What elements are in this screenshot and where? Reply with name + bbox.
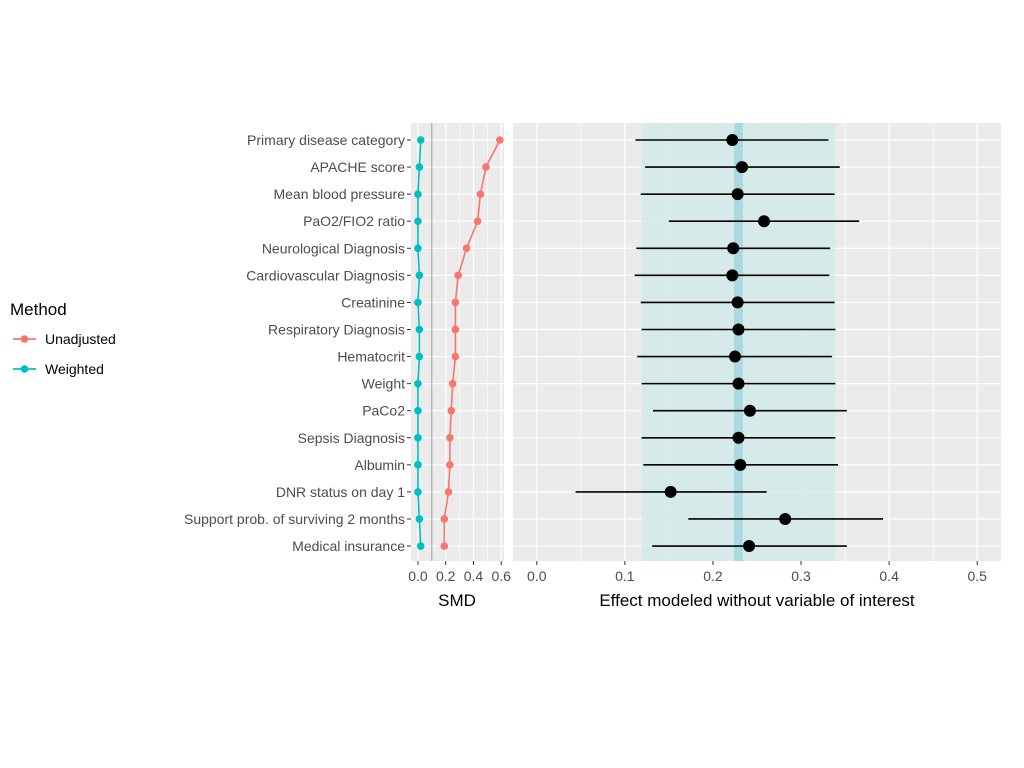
- smd-x-tick-label: 0.2: [436, 568, 456, 584]
- smd-point-unadjusted: [447, 406, 456, 415]
- smd-point-unadjusted: [473, 217, 482, 226]
- effect-estimate-point: [758, 215, 771, 228]
- effect-band-inner: [734, 123, 743, 561]
- smd-point-weighted: [414, 406, 422, 415]
- effect-estimate-point: [728, 350, 741, 363]
- smd-point-weighted: [416, 542, 425, 550]
- smd-point-weighted: [414, 488, 422, 496]
- effect-estimate-point: [743, 540, 756, 553]
- y-tick-label: Sepsis Diagnosis: [298, 430, 405, 446]
- smd-point-unadjusted: [444, 488, 453, 496]
- smd-point-unadjusted: [451, 298, 460, 307]
- smd-point-unadjusted: [496, 136, 504, 144]
- smd-point-unadjusted: [440, 515, 449, 523]
- effect-estimate-point: [731, 188, 744, 201]
- y-tick-label: Albumin: [354, 457, 405, 473]
- smd-series-lines: [417, 139, 501, 547]
- y-tick-label: APACHE score: [310, 159, 405, 175]
- effect-x-axis-ticks: 0.0 0.1 0.2 0.3 0.4 0.5: [527, 561, 987, 584]
- y-tick-label: PaCo2: [362, 403, 405, 419]
- y-tick-label: PaO2/FIO2 ratio: [303, 213, 405, 229]
- legend: Method Unadjusted Weighted: [10, 300, 116, 377]
- smd-x-tick-label: 0.6: [491, 568, 511, 584]
- smd-point-unadjusted: [440, 542, 449, 550]
- y-tick-label: Support prob. of surviving 2 months: [184, 511, 405, 527]
- y-tick-label: Respiratory Diagnosis: [268, 321, 405, 337]
- legend-label-unadjusted: Unadjusted: [45, 331, 116, 347]
- smd-point-unadjusted: [448, 379, 457, 388]
- effect-estimate-point: [734, 458, 747, 471]
- smd-x-tick-label: 0.4: [464, 568, 484, 584]
- smd-point-unadjusted: [454, 271, 462, 280]
- smd-point-weighted: [414, 379, 422, 388]
- smd-x-axis-ticks: 0.0 0.2 0.4 0.6: [408, 561, 511, 584]
- smd-point-unadjusted: [446, 461, 454, 469]
- effect-estimate-point: [726, 134, 739, 146]
- smd-point-weighted: [415, 325, 424, 334]
- legend-item-weighted: Weighted: [13, 361, 104, 377]
- effect-x-tick-label: 0.2: [703, 568, 723, 584]
- smd-line-weighted: [417, 139, 422, 547]
- smd-panel-background: [411, 123, 504, 561]
- smd-point-weighted: [414, 298, 422, 307]
- smd-point-weighted: [414, 217, 422, 226]
- smd-point-weighted: [415, 515, 424, 523]
- y-tick-label: Medical insurance: [292, 538, 405, 554]
- smd-point-weighted: [415, 271, 424, 280]
- smd-point-unadjusted: [446, 433, 454, 442]
- legend-key-point-weighted: [20, 365, 29, 373]
- effect-estimate-point: [664, 485, 677, 498]
- y-axis-ticks: Primary disease category APACHE score Mean…: [184, 132, 411, 554]
- smd-point-weighted: [414, 190, 422, 198]
- effect-estimate-point: [743, 404, 756, 417]
- y-tick-label: Creatinine: [341, 294, 405, 310]
- effect-panel: 0.0 0.1 0.2 0.3 0.4 0.5 Effect modeled withou…: [513, 123, 1001, 610]
- y-tick-label: Weight: [362, 376, 405, 392]
- effect-x-tick-label: 0.3: [791, 568, 811, 584]
- smd-point-weighted: [415, 352, 424, 361]
- smd-point-unadjusted: [462, 244, 471, 253]
- smd-point-unadjusted: [451, 325, 460, 334]
- smd-series-points: [414, 136, 504, 550]
- effect-estimate-point: [727, 242, 740, 255]
- smd-point-weighted: [416, 136, 425, 144]
- y-tick-label: Cardiovascular Diagnosis: [246, 267, 405, 283]
- effect-x-tick-label: 0.4: [879, 568, 899, 584]
- smd-point-unadjusted: [476, 190, 485, 198]
- smd-point-weighted: [415, 163, 424, 171]
- effect-estimate-points: [664, 134, 792, 553]
- smd-point-weighted: [414, 244, 422, 253]
- smd-panel: Primary disease category APACHE score Mean…: [184, 123, 511, 610]
- y-tick-label: Neurological Diagnosis: [262, 240, 405, 256]
- smd-x-tick-label: 0.0: [408, 568, 428, 584]
- effect-estimate-point: [726, 269, 739, 282]
- effect-estimate-point: [732, 323, 745, 336]
- effect-estimate-point: [736, 161, 749, 174]
- smd-point-unadjusted: [451, 352, 460, 361]
- effect-estimate-point: [732, 431, 745, 444]
- y-tick-label: DNR status on day 1: [276, 484, 405, 500]
- effect-estimate-point: [779, 512, 792, 525]
- effect-x-tick-label: 0.1: [615, 568, 635, 584]
- legend-title: Method: [10, 300, 67, 319]
- smd-line-unadjusted: [443, 139, 501, 547]
- smd-point-weighted: [414, 433, 422, 442]
- effect-x-tick-label: 0.5: [967, 568, 987, 584]
- effect-axis-title: Effect modeled without variable of inter…: [599, 591, 915, 610]
- effect-estimate-point: [731, 296, 744, 309]
- y-tick-label: Primary disease category: [247, 132, 405, 148]
- effect-x-tick-label: 0.0: [527, 568, 547, 584]
- y-tick-label: Mean blood pressure: [273, 186, 405, 202]
- smd-point-weighted: [414, 461, 422, 469]
- legend-key-point-unadjusted: [20, 335, 29, 343]
- effect-estimate-point: [732, 377, 745, 390]
- y-tick-label: Hematocrit: [337, 349, 405, 365]
- legend-label-weighted: Weighted: [45, 361, 104, 377]
- smd-point-unadjusted: [482, 163, 490, 171]
- legend-item-unadjusted: Unadjusted: [13, 331, 116, 347]
- smd-axis-title: SMD: [438, 591, 476, 610]
